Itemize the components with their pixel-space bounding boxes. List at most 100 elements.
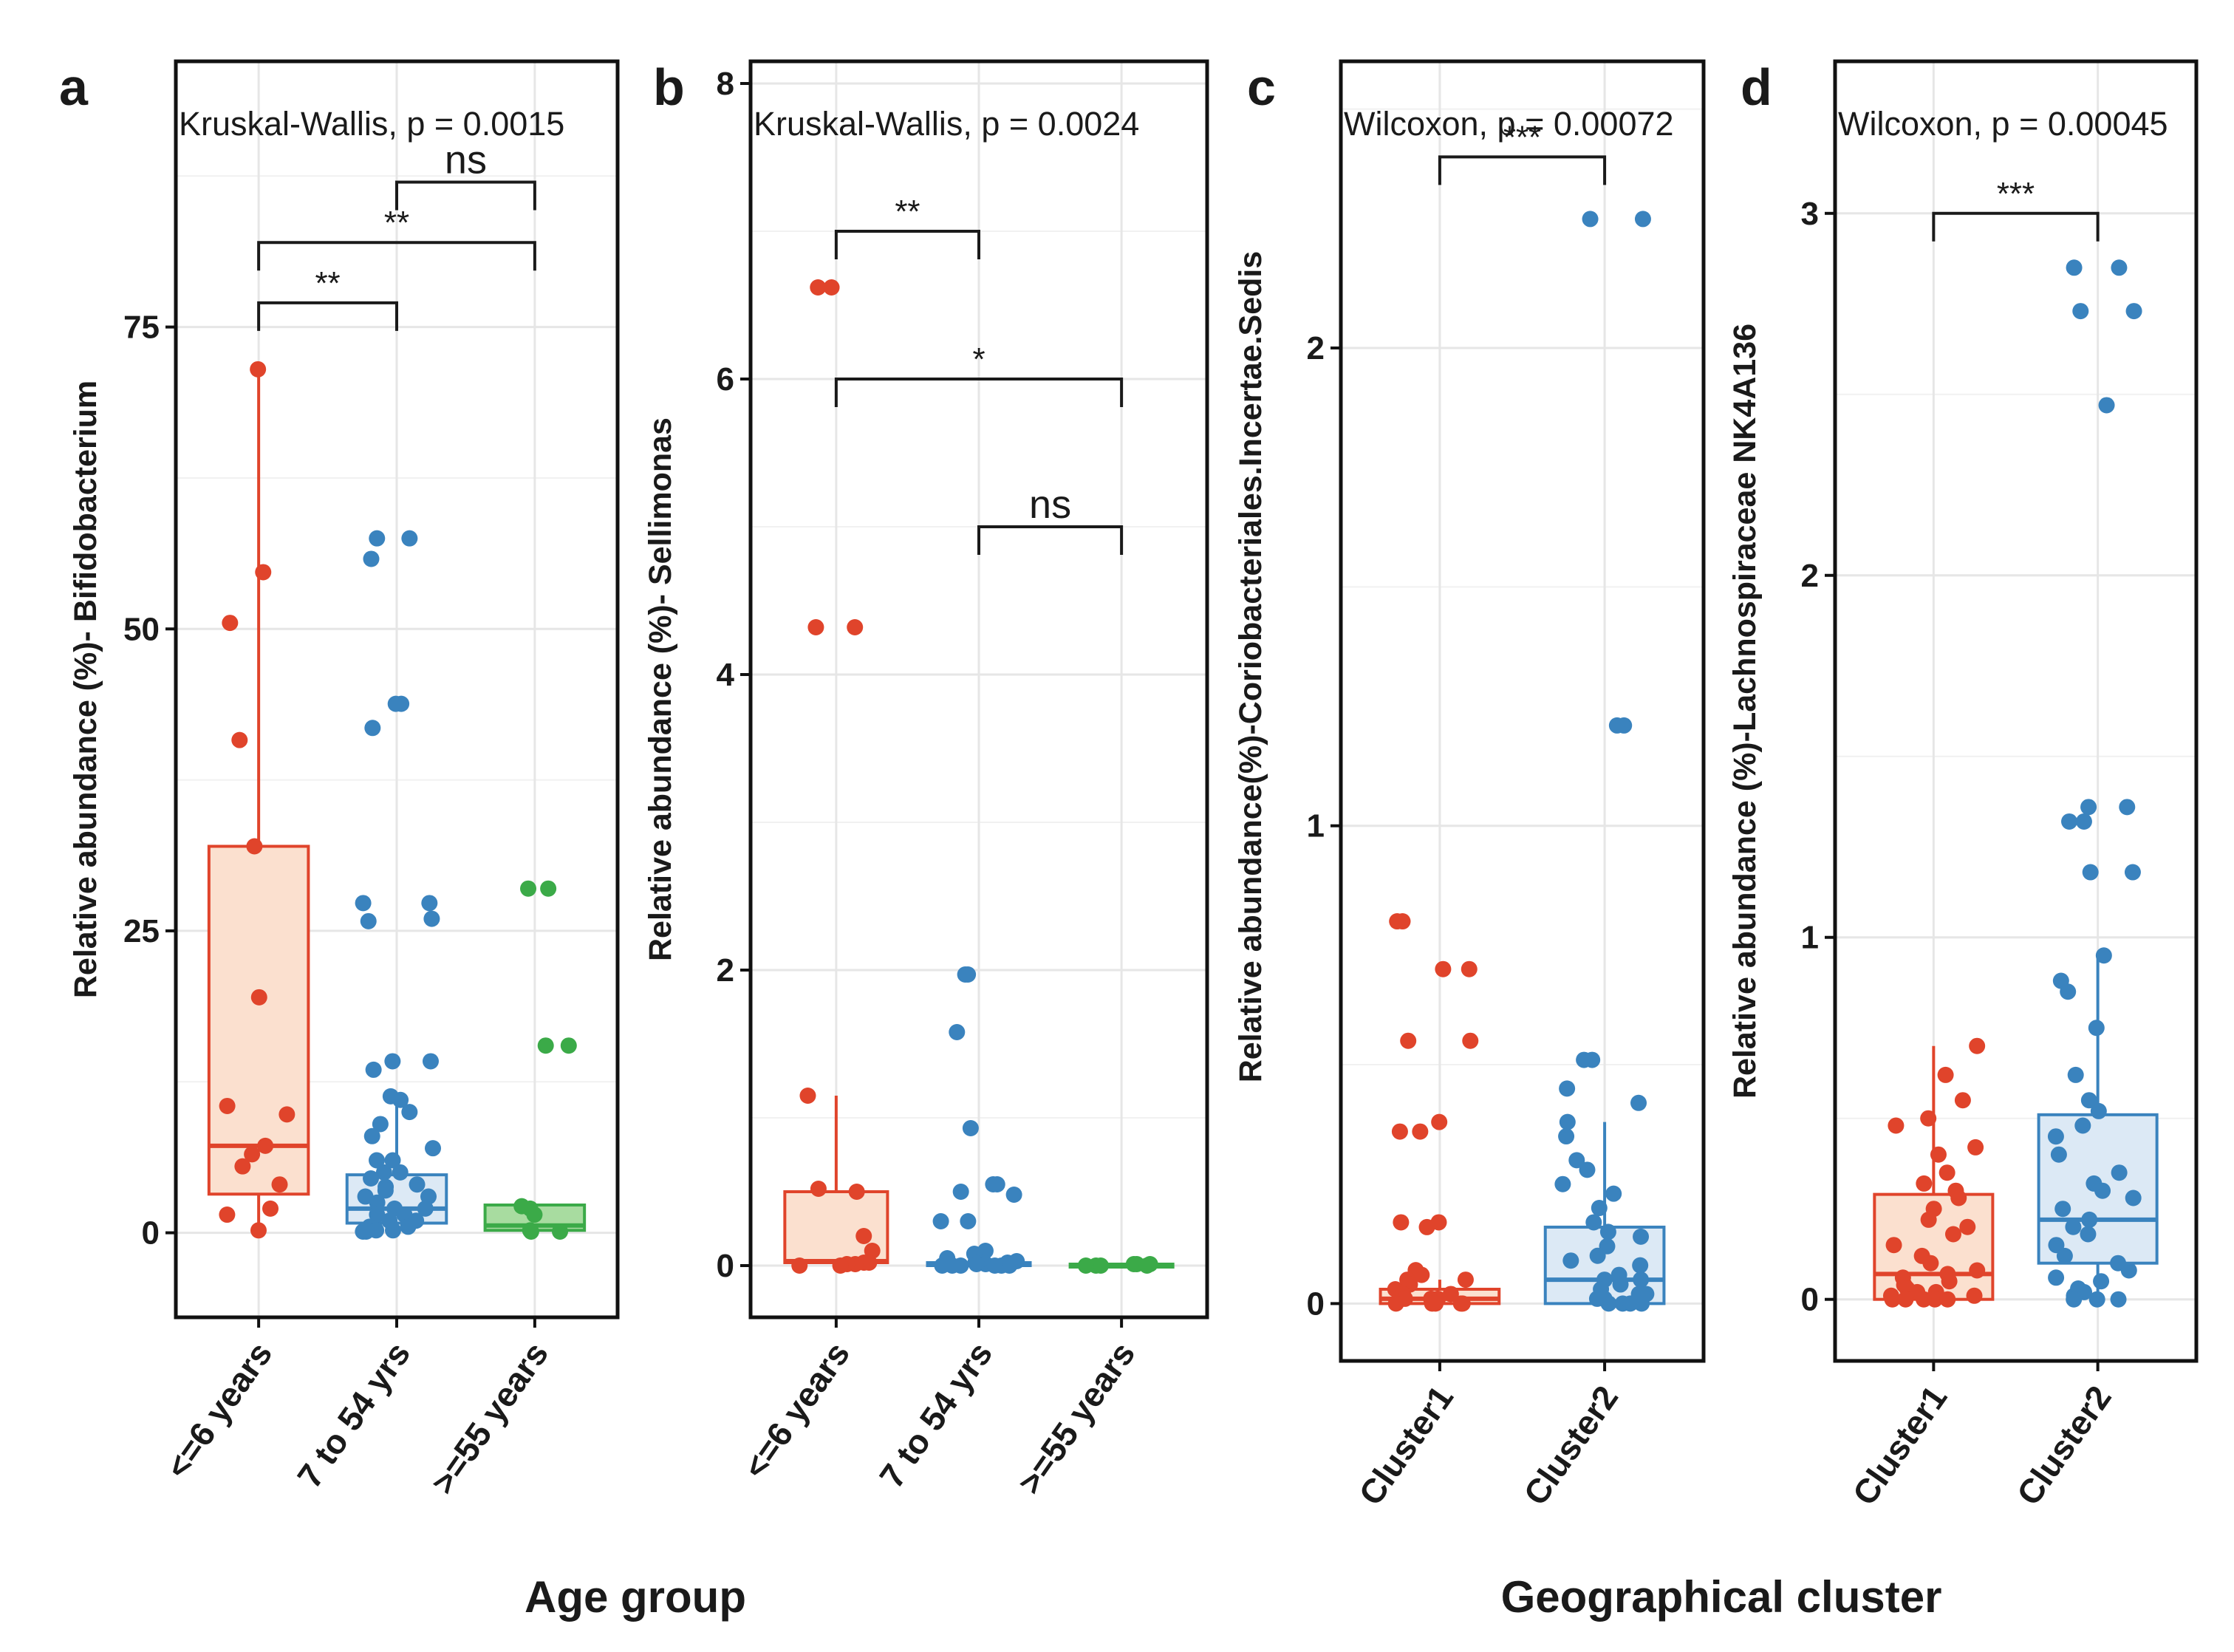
data-point bbox=[1633, 1272, 1650, 1289]
data-point bbox=[1966, 1287, 1983, 1304]
stat-test-label: Kruskal-Wallis, p = 0.0015 bbox=[179, 105, 564, 143]
y-axis-title: Relative abundance (%)-Lachnospiraceae N… bbox=[1727, 324, 1763, 1099]
y-tick-label: 4 bbox=[717, 657, 735, 693]
data-point bbox=[2082, 864, 2099, 881]
y-tick-label: 1 bbox=[1801, 920, 1819, 956]
axis-frame bbox=[1833, 59, 2199, 1363]
data-point bbox=[1969, 1262, 1986, 1279]
significance-label: *** bbox=[1997, 176, 2035, 212]
data-point bbox=[1589, 1247, 1606, 1264]
data-point bbox=[1622, 1295, 1639, 1312]
data-point bbox=[949, 1024, 966, 1040]
data-point bbox=[1969, 1037, 1986, 1054]
y-tick-label: 75 bbox=[123, 310, 160, 346]
significance-bracket bbox=[257, 301, 398, 331]
significance-label: ** bbox=[384, 205, 409, 241]
data-point bbox=[986, 1257, 1003, 1274]
stat-test-label: Wilcoxon, p = 0.00072 bbox=[1344, 105, 1674, 143]
data-point bbox=[962, 1120, 979, 1136]
data-point bbox=[1950, 1189, 1967, 1206]
data-point bbox=[1920, 1110, 1937, 1127]
y-tick-label: 3 bbox=[1801, 196, 1819, 232]
data-point bbox=[526, 1206, 543, 1223]
data-point bbox=[848, 1184, 865, 1200]
data-point bbox=[1939, 1291, 1956, 1308]
data-point bbox=[421, 895, 438, 912]
panel-letter: d bbox=[1741, 58, 1772, 116]
data-point bbox=[552, 1223, 569, 1240]
data-point bbox=[1600, 1295, 1617, 1312]
data-point bbox=[1916, 1175, 1933, 1192]
data-point bbox=[2080, 799, 2097, 816]
data-point bbox=[2119, 799, 2136, 816]
data-point bbox=[417, 1200, 434, 1217]
data-point bbox=[943, 1257, 960, 1274]
data-point bbox=[968, 1256, 985, 1272]
y-tick-label: 0 bbox=[717, 1248, 734, 1284]
data-point bbox=[560, 1037, 577, 1054]
data-point bbox=[271, 1176, 288, 1193]
data-point bbox=[799, 1088, 816, 1104]
stat-test-label: Kruskal-Wallis, p = 0.0024 bbox=[754, 105, 1139, 143]
data-point bbox=[2095, 947, 2112, 964]
data-point bbox=[1922, 1255, 1939, 1272]
significance-bracket bbox=[395, 180, 536, 211]
data-point bbox=[810, 1181, 827, 1197]
data-point bbox=[2054, 1201, 2071, 1218]
data-point bbox=[1959, 1218, 1976, 1235]
data-point bbox=[363, 1127, 380, 1144]
data-point bbox=[250, 1222, 267, 1239]
data-point bbox=[1389, 913, 1406, 930]
y-axis-title: Relative abundance (%)- Bifidobacterium bbox=[68, 380, 103, 998]
data-point bbox=[855, 1228, 872, 1244]
data-point bbox=[1427, 1295, 1444, 1312]
data-point bbox=[1612, 1276, 1629, 1293]
data-point bbox=[1558, 1128, 1575, 1145]
data-point bbox=[1001, 1257, 1018, 1274]
data-point bbox=[1938, 1164, 1955, 1181]
data-point bbox=[1584, 1051, 1601, 1068]
data-point bbox=[1599, 1223, 1616, 1240]
data-point bbox=[279, 1106, 296, 1123]
data-point bbox=[1591, 1200, 1608, 1217]
data-point bbox=[1413, 1266, 1430, 1283]
data-point bbox=[1435, 960, 1452, 977]
data-point bbox=[1944, 1226, 1961, 1243]
y-tick-label: 2 bbox=[1801, 558, 1819, 594]
data-point bbox=[355, 895, 372, 912]
data-point bbox=[520, 880, 537, 897]
data-point bbox=[1954, 1092, 1971, 1109]
data-point bbox=[1920, 1211, 1937, 1228]
data-point bbox=[1559, 1113, 1576, 1130]
data-point bbox=[1452, 1295, 1469, 1312]
x-axis-title-age-group: Age group bbox=[525, 1572, 746, 1622]
data-point bbox=[1412, 1123, 1429, 1140]
data-point bbox=[1897, 1291, 1914, 1308]
data-point bbox=[952, 1184, 969, 1200]
data-point bbox=[2088, 1291, 2105, 1308]
significance-label: ** bbox=[315, 265, 340, 301]
data-point bbox=[360, 912, 377, 929]
data-point bbox=[2125, 1189, 2142, 1206]
significance-label: ns bbox=[1029, 482, 1071, 527]
data-point bbox=[522, 1223, 539, 1240]
data-point bbox=[847, 619, 864, 635]
data-point bbox=[1568, 1152, 1585, 1169]
data-point bbox=[2110, 1291, 2127, 1308]
data-point bbox=[1400, 1032, 1417, 1049]
data-point bbox=[1442, 1286, 1459, 1303]
significance-bracket bbox=[977, 525, 1124, 555]
data-point bbox=[791, 1257, 808, 1274]
data-point bbox=[2080, 1226, 2097, 1243]
y-tick-label: 0 bbox=[142, 1215, 160, 1252]
y-tick-label: 6 bbox=[717, 361, 734, 397]
data-point bbox=[384, 1152, 401, 1169]
data-point bbox=[1633, 1228, 1650, 1245]
data-point bbox=[1937, 1066, 1954, 1083]
data-point bbox=[1885, 1237, 1902, 1254]
data-point bbox=[2067, 1066, 2084, 1083]
data-point bbox=[823, 279, 840, 296]
data-point bbox=[363, 550, 380, 567]
data-point bbox=[2074, 1117, 2091, 1134]
